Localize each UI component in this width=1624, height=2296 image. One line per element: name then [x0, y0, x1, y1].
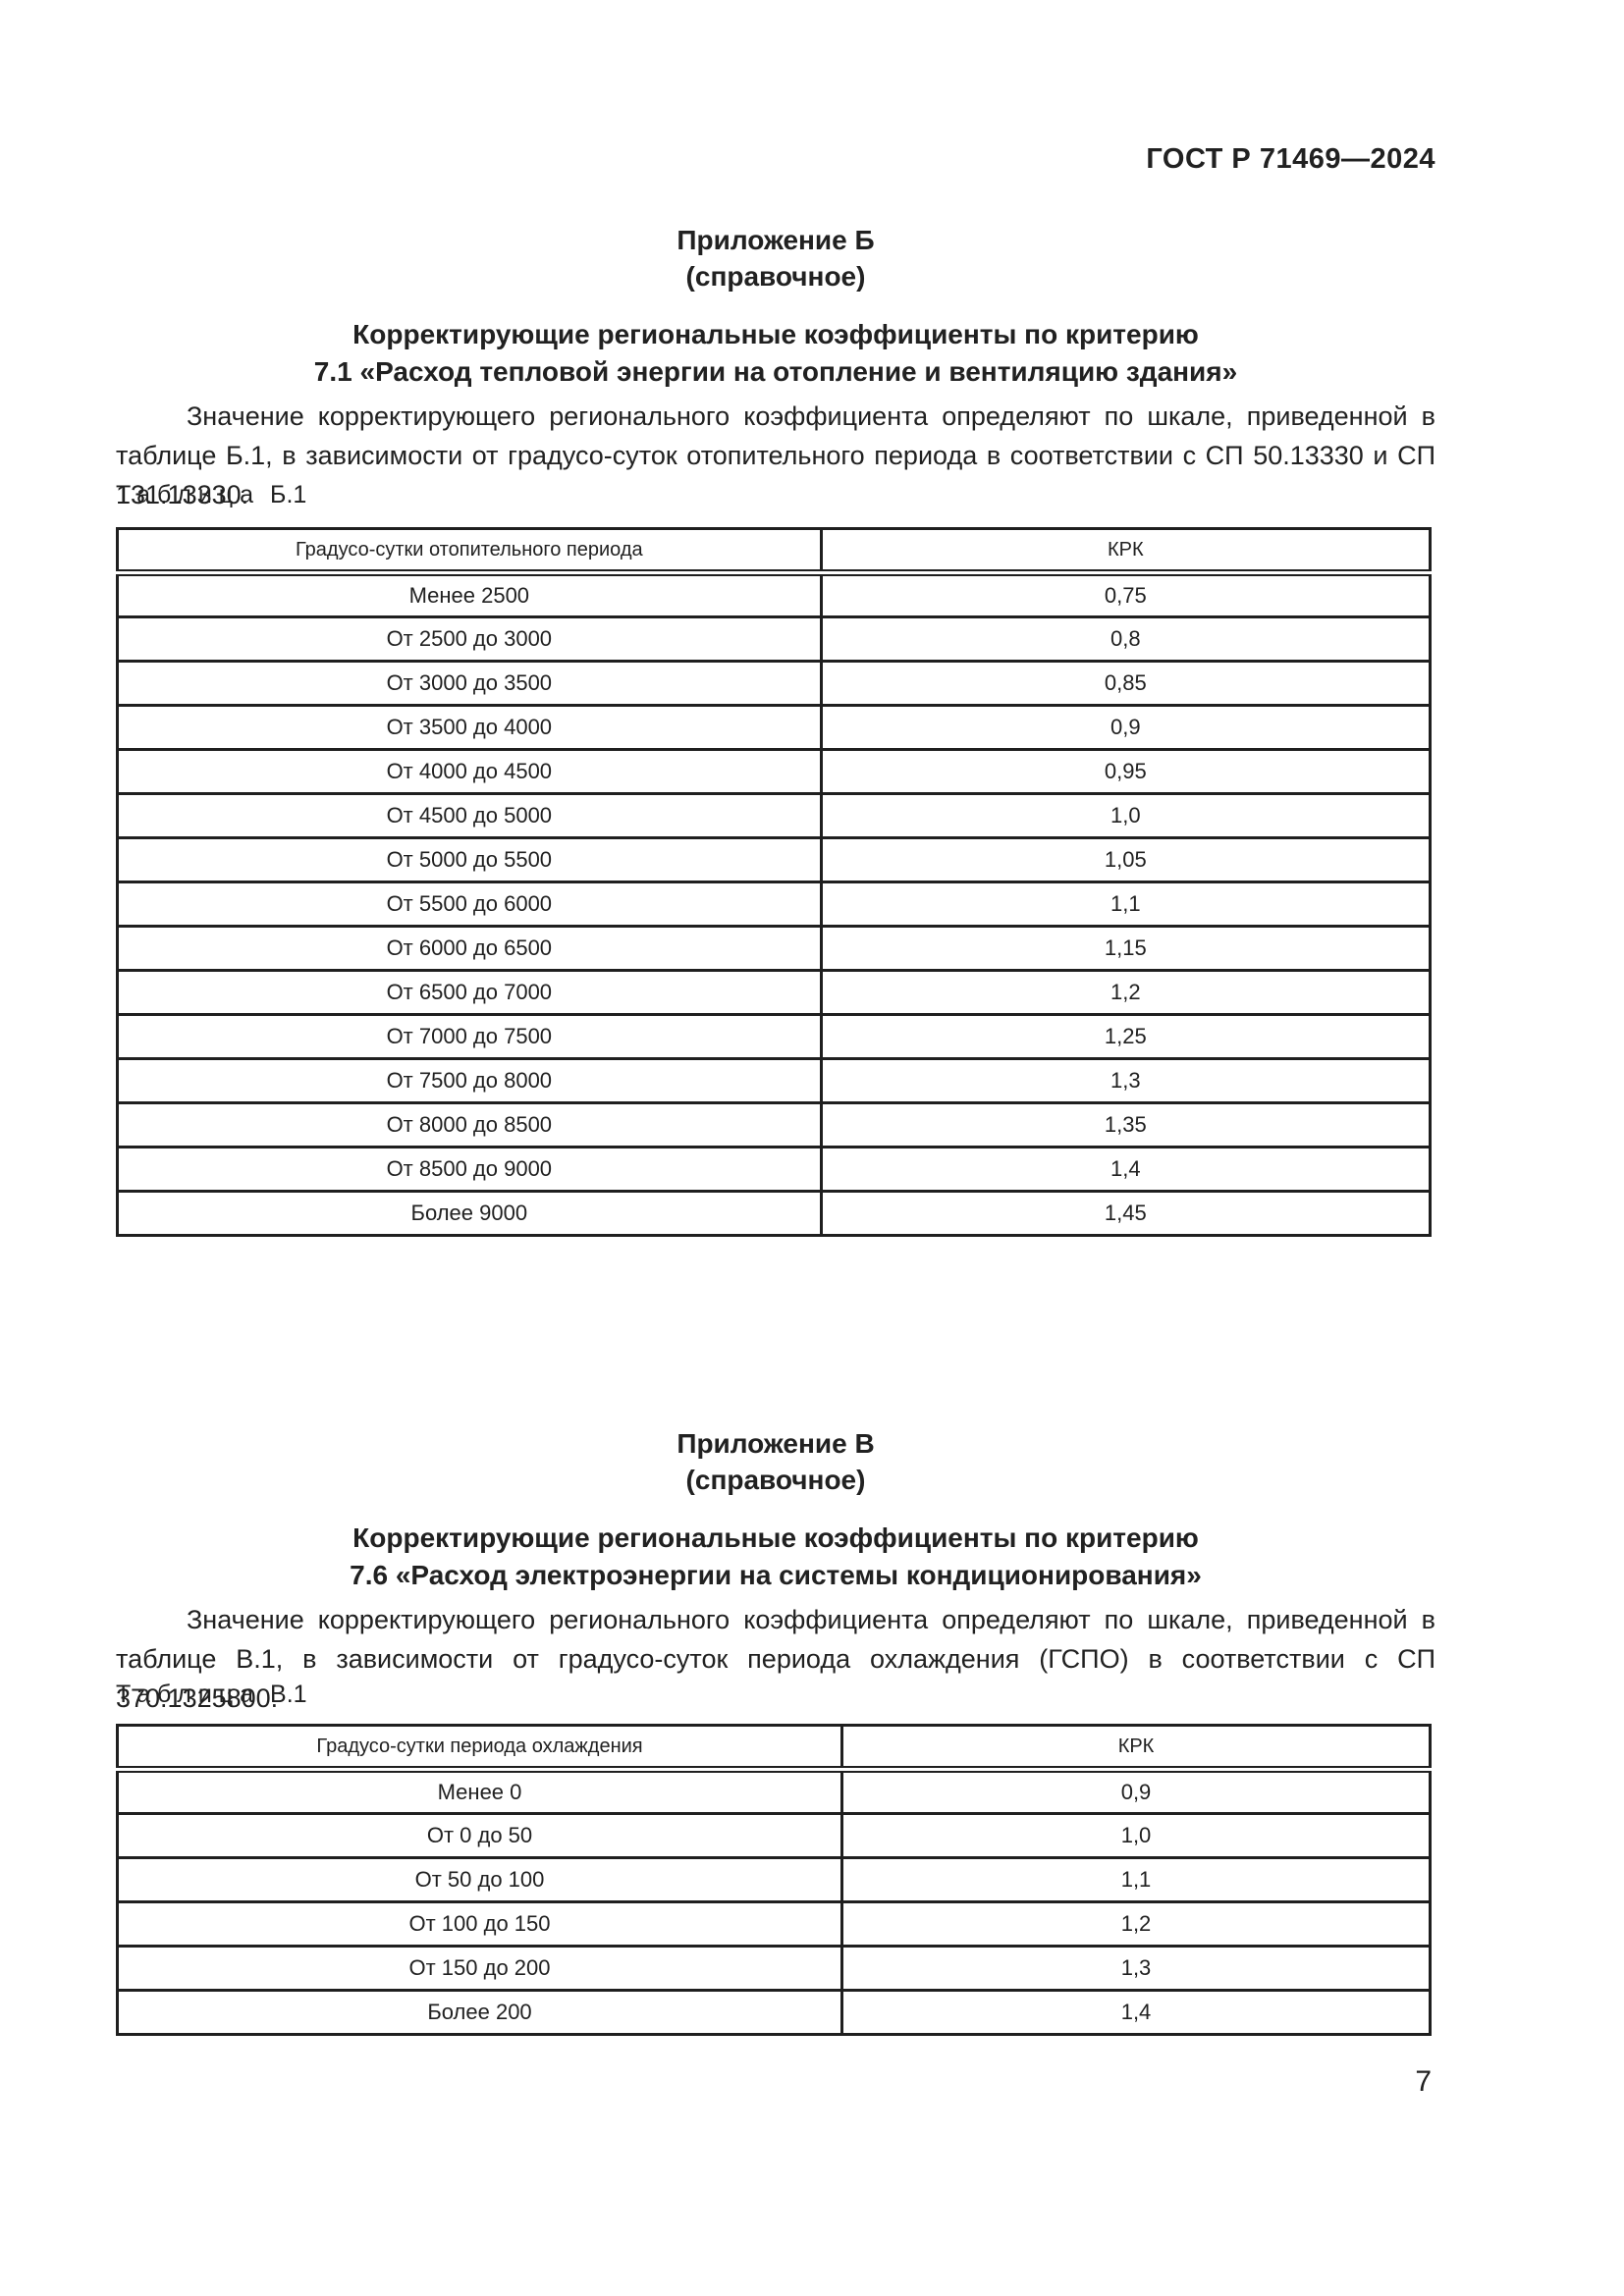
range-cell: От 5500 до 6000: [116, 881, 823, 928]
table-row: От 2500 до 3000 0,8: [116, 615, 1433, 663]
table-row: От 3500 до 4000 0,9: [116, 704, 1433, 751]
krk-value-cell: 1,25: [819, 1013, 1433, 1060]
range-cell: От 7500 до 8000: [116, 1057, 823, 1104]
table-b1-header-row: Градусо-сутки отопительного периода КРК: [116, 527, 1433, 576]
krk-value-cell: 1,45: [819, 1190, 1433, 1237]
krk-value-cell: 1,2: [819, 969, 1433, 1016]
range-cell: От 8500 до 9000: [116, 1146, 823, 1193]
range-cell: От 7000 до 7500: [116, 1013, 823, 1060]
table-b1-label-number: Б.1: [270, 481, 307, 508]
range-cell: От 150 до 200: [115, 1945, 844, 1992]
krk-value-cell: 1,05: [819, 836, 1433, 883]
table-row: От 3000 до 3500 0,85: [116, 660, 1433, 707]
range-cell: Более 200: [115, 1989, 844, 2036]
table-row: От 5000 до 5500 1,05: [116, 836, 1433, 883]
table-v1-label-word: Таблица: [116, 1681, 261, 1708]
range-cell: Менее 0: [115, 1768, 844, 1815]
table-b1-label-word: Таблица: [116, 481, 261, 508]
table-row: От 0 до 50 1,0: [115, 1812, 1432, 1859]
krk-value-cell: 1,3: [840, 1945, 1432, 1992]
table-b1: Градусо-сутки отопительного периода КРК …: [116, 527, 1433, 1237]
krk-value-cell: 1,4: [840, 1989, 1432, 2036]
page-number: 7: [1415, 2065, 1432, 2098]
appendix-b-title: Корректирующие региональные коэффициенты…: [116, 316, 1435, 391]
table-row: От 6500 до 7000 1,2: [116, 969, 1433, 1016]
table-b1-label: Таблица Б.1: [116, 481, 1435, 509]
range-cell: От 2500 до 3000: [116, 615, 823, 663]
range-cell: От 4000 до 4500: [116, 748, 823, 795]
range-cell: От 3000 до 3500: [116, 660, 823, 707]
krk-value-cell: 1,35: [819, 1101, 1433, 1148]
krk-value-cell: 0,9: [840, 1768, 1432, 1815]
appendix-v-paragraph: Значение корректирующего регионального к…: [116, 1605, 1435, 1713]
krk-value-cell: 1,0: [819, 792, 1433, 839]
appendix-b-title-line2: 7.1 «Расход тепловой энергии на отоплени…: [313, 356, 1238, 387]
range-cell: От 4500 до 5000: [116, 792, 823, 839]
table-v1-col1-header: Градусо-сутки периода охлаждения: [115, 1724, 844, 1773]
range-cell: От 6000 до 6500: [116, 925, 823, 972]
appendix-b-paragraph: Значение корректирующего регионального к…: [116, 401, 1435, 509]
table-v1-header-row: Градусо-сутки периода охлаждения КРК: [115, 1724, 1432, 1773]
table-v1-label-number: В.1: [270, 1681, 307, 1708]
table-row: От 4000 до 4500 0,95: [116, 748, 1433, 795]
krk-value-cell: 0,85: [819, 660, 1433, 707]
range-cell: От 8000 до 8500: [116, 1101, 823, 1148]
krk-value-cell: 1,2: [840, 1900, 1432, 1948]
range-cell: От 5000 до 5500: [116, 836, 823, 883]
krk-value-cell: 0,9: [819, 704, 1433, 751]
appendix-b-heading: Приложение Б (справочное): [116, 222, 1435, 294]
table-row: От 5500 до 6000 1,1: [116, 881, 1433, 928]
range-cell: От 100 до 150: [115, 1900, 844, 1948]
standard-designation: ГОСТ Р 71469—2024: [1146, 143, 1435, 175]
range-cell: Менее 2500: [116, 571, 823, 618]
range-cell: От 3500 до 4000: [116, 704, 823, 751]
range-cell: От 0 до 50: [115, 1812, 844, 1859]
krk-value-cell: 0,95: [819, 748, 1433, 795]
appendix-v-title-line2: 7.6 «Расход электроэнергии на системы ко…: [350, 1560, 1202, 1590]
table-row: Более 200 1,4: [115, 1989, 1432, 2036]
appendix-b-name: Приложение Б: [677, 225, 875, 255]
table-b1-col1-header: Градусо-сутки отопительного периода: [116, 527, 823, 576]
table-row: От 150 до 200 1,3: [115, 1945, 1432, 1992]
appendix-b-title-line1: Корректирующие региональные коэффициенты…: [352, 319, 1199, 349]
appendix-v-heading: Приложение В (справочное): [116, 1425, 1435, 1498]
krk-value-cell: 0,8: [819, 615, 1433, 663]
krk-value-cell: 1,3: [819, 1057, 1433, 1104]
table-row: От 8000 до 8500 1,35: [116, 1101, 1433, 1148]
krk-value-cell: 0,75: [819, 571, 1433, 618]
appendix-b-kind: (справочное): [685, 261, 866, 292]
table-row: Более 9000 1,45: [116, 1190, 1433, 1237]
table-row: От 7500 до 8000 1,3: [116, 1057, 1433, 1104]
table-row: От 8500 до 9000 1,4: [116, 1146, 1433, 1193]
krk-value-cell: 1,1: [819, 881, 1433, 928]
krk-value-cell: 1,4: [819, 1146, 1433, 1193]
appendix-v-title: Корректирующие региональные коэффициенты…: [116, 1520, 1435, 1594]
range-cell: От 6500 до 7000: [116, 969, 823, 1016]
table-row: От 7000 до 7500 1,25: [116, 1013, 1433, 1060]
table-v1: Градусо-сутки периода охлаждения КРК Мен…: [115, 1724, 1432, 2036]
range-cell: От 50 до 100: [115, 1856, 844, 1903]
krk-value-cell: 1,15: [819, 925, 1433, 972]
range-cell: Более 9000: [116, 1190, 823, 1237]
table-b1-col2-header: КРК: [819, 527, 1433, 576]
table-row: От 6000 до 6500 1,15: [116, 925, 1433, 972]
appendix-v-title-line1: Корректирующие региональные коэффициенты…: [352, 1522, 1199, 1553]
appendix-v-kind: (справочное): [685, 1465, 866, 1495]
table-v1-col2-header: КРК: [840, 1724, 1432, 1773]
table-row: От 4500 до 5000 1,0: [116, 792, 1433, 839]
table-row: От 50 до 100 1,1: [115, 1856, 1432, 1903]
table-v1-label: Таблица В.1: [116, 1681, 1435, 1709]
krk-value-cell: 1,0: [840, 1812, 1432, 1859]
krk-value-cell: 1,1: [840, 1856, 1432, 1903]
table-row: Менее 2500 0,75: [116, 571, 1433, 618]
table-row: Менее 0 0,9: [115, 1768, 1432, 1815]
table-row: От 100 до 150 1,2: [115, 1900, 1432, 1948]
appendix-v-name: Приложение В: [677, 1428, 875, 1459]
